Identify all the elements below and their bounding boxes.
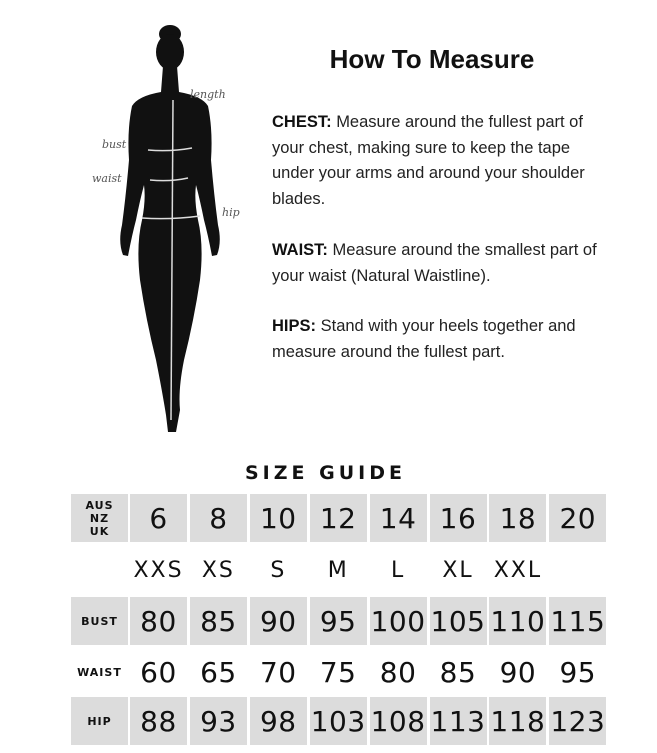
row-bust-cell: 110	[489, 597, 547, 645]
row-hip-cell: 103	[309, 697, 367, 745]
waist-instructions: WAIST: Measure around the smallest part …	[272, 238, 612, 289]
hip-label: hip	[222, 206, 240, 219]
row-letter-sizes-cell: XL	[442, 557, 474, 583]
how-to-measure-title: How To Measure	[329, 44, 535, 74]
row-bust-cell: 100	[369, 597, 427, 645]
row-hip-cell: 88	[130, 697, 187, 745]
row-hip-cell: 108	[369, 697, 427, 745]
row-waist-cell: 80	[379, 655, 417, 689]
row-bust-cell: 90	[249, 597, 307, 645]
row-hip-cell: 123	[549, 697, 607, 745]
bust-label: bust	[102, 138, 127, 151]
row-aus-nz-uk-cell: 10	[249, 494, 307, 542]
row-aus-nz-uk-cell: 16	[429, 494, 487, 542]
row-hip-cell: 98	[249, 697, 307, 745]
row-letter-sizes-cell: XXS	[133, 557, 184, 583]
row-letter-sizes-cell: XS	[201, 557, 235, 583]
hips-label: HIPS:	[272, 317, 317, 335]
row-hip-cell: 118	[489, 697, 547, 745]
row-aus-nz-uk-cell: 12	[309, 494, 367, 542]
hips-text: Stand with your heels together and measu…	[272, 317, 576, 361]
row-waist-cell: 85	[439, 655, 477, 689]
row-aus-nz-uk-cell: 14	[369, 494, 427, 542]
row-waist-cell: 60	[140, 655, 177, 689]
length-label: length	[190, 88, 226, 101]
row-bust-cell: 105	[429, 597, 487, 645]
row-letter-sizes-cell	[549, 550, 606, 590]
row-bust-cell: 85	[189, 597, 247, 645]
row-bust-cell: 115	[549, 597, 607, 645]
row-bust-cell: 95	[309, 597, 367, 645]
row-hip-cell: 93	[189, 697, 247, 745]
chest-instructions: CHEST: Measure around the fullest part o…	[272, 110, 612, 212]
row-waist-cell: 90	[499, 655, 537, 689]
row-aus-nz-uk-cell: 6	[130, 494, 187, 542]
row-aus-nz-uk-cell: 18	[489, 494, 547, 542]
waist-text: Measure around the smallest part of your…	[272, 241, 597, 285]
row-letter-sizes-cell: XXL	[493, 557, 543, 583]
chest-label: CHEST:	[272, 113, 332, 131]
row-aus-nz-uk-cell: 20	[549, 494, 607, 542]
row-waist-cell: 75	[319, 655, 357, 689]
body-measurement-silhouette: length bust waist hip	[92, 25, 240, 432]
chest-text: Measure around the fullest part of your …	[272, 113, 585, 208]
size-guide-title: SIZE GUIDE	[245, 462, 406, 484]
row-waist-cell: 65	[200, 655, 237, 689]
waist-label: WAIST:	[272, 241, 328, 259]
row-waist-label: WAIST	[77, 665, 122, 679]
row-hip-label: HIP	[71, 697, 128, 745]
hips-instructions: HIPS: Stand with your heels together and…	[272, 314, 612, 365]
row-aus-nz-uk-cell: 8	[189, 494, 247, 542]
row-bust-label: BUST	[71, 597, 128, 645]
waist-label: waist	[92, 172, 122, 185]
row-letter-sizes-cell: M	[327, 557, 349, 583]
row-hip-cell: 113	[429, 697, 487, 745]
row-letter-sizes-cell: L	[390, 557, 406, 583]
row-waist-cell: 95	[559, 655, 597, 689]
row-waist-cell: 70	[259, 655, 297, 689]
row-aus-nz-uk-label: AUS NZ UK	[71, 494, 128, 542]
row-bust-cell: 80	[130, 597, 187, 645]
row-letter-sizes-cell: S	[270, 557, 287, 583]
